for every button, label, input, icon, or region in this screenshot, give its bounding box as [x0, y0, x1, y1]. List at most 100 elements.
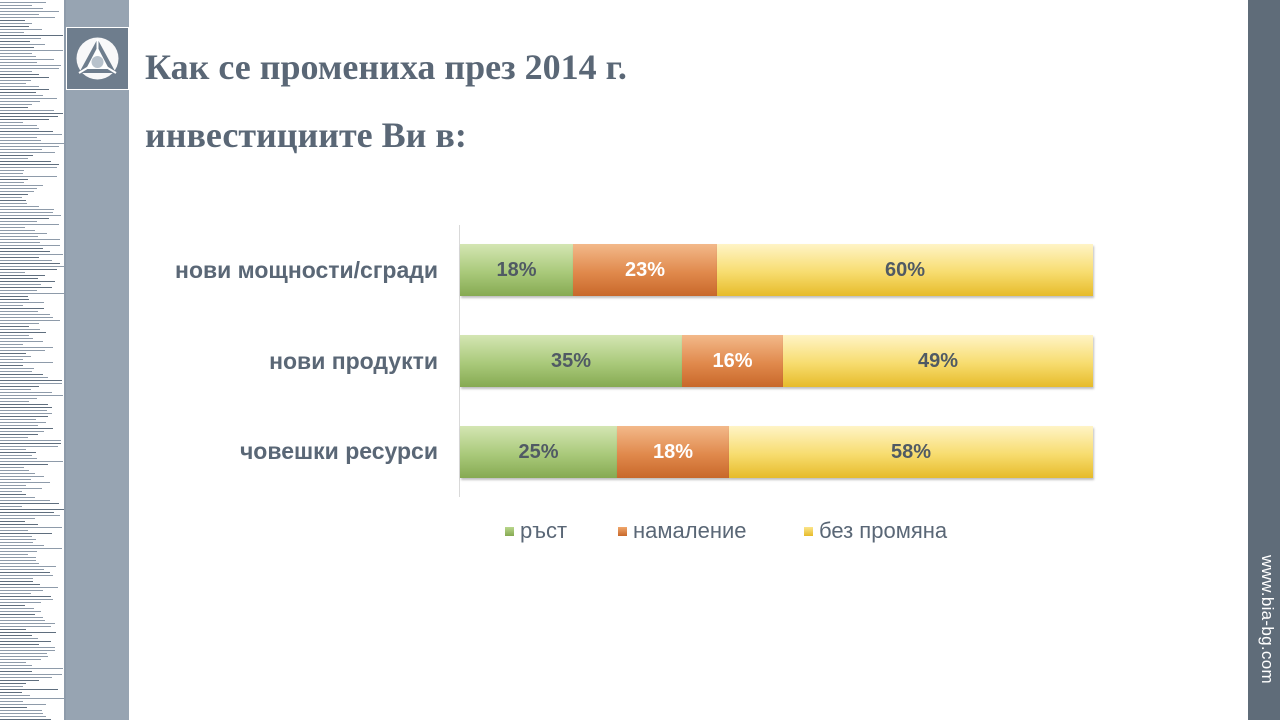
- decorative-line: [0, 434, 38, 436]
- decorative-line: [0, 650, 55, 652]
- decorative-line: [0, 167, 57, 169]
- decorative-line: [0, 104, 32, 106]
- decorative-line: [0, 716, 46, 718]
- decorative-line: [0, 386, 39, 388]
- left-sidebar-panel: [66, 0, 129, 720]
- decorative-line: [0, 455, 32, 457]
- decorative-line: [0, 89, 49, 91]
- decorative-line: [0, 275, 45, 277]
- decorative-line: [0, 674, 62, 676]
- decorative-line: [0, 587, 58, 589]
- decorative-line: [0, 575, 53, 577]
- decorative-line: [0, 203, 27, 205]
- decorative-line: [0, 311, 38, 313]
- decorative-line: [0, 641, 51, 643]
- decorative-line: [0, 509, 64, 511]
- decorative-line: [0, 701, 23, 703]
- legend-item-decrease: намаление: [618, 518, 747, 544]
- decorative-line: [0, 146, 59, 148]
- decorative-line: [0, 191, 34, 193]
- decorative-line: [0, 494, 26, 496]
- right-sidebar-bar: www.bia-bg.com: [1248, 0, 1280, 720]
- decorative-line: [0, 614, 35, 616]
- decorative-line: [0, 572, 50, 574]
- decorative-line: [0, 77, 49, 79]
- decorative-line: [0, 29, 42, 31]
- decorative-line: [0, 287, 52, 289]
- decorative-line: [0, 314, 50, 316]
- decorative-line: [0, 626, 51, 628]
- decorative-line: [0, 410, 47, 412]
- category-axis: [459, 225, 460, 497]
- legend-label: без промяна: [819, 518, 948, 543]
- decorative-line: [0, 257, 39, 259]
- decorative-line: [0, 431, 44, 433]
- decorative-line: [0, 452, 36, 454]
- decorative-line: [0, 530, 28, 532]
- decorative-line: [0, 665, 32, 667]
- decorative-line: [0, 35, 63, 37]
- decorative-line: [0, 539, 36, 541]
- decorative-line: [0, 413, 52, 415]
- decorative-line: [0, 335, 29, 337]
- decorative-line: [0, 374, 43, 376]
- decorative-line: [0, 560, 36, 562]
- decorative-line: [0, 272, 25, 274]
- bar-segment-decrease: 18%: [617, 426, 729, 478]
- decorative-line: [0, 179, 28, 181]
- decorative-line: [0, 65, 61, 67]
- legend-swatch-icon: [804, 526, 813, 536]
- decorative-line: [0, 677, 52, 679]
- decorative-line: [0, 224, 59, 226]
- decorative-line: [0, 164, 59, 166]
- decorative-line: [0, 185, 43, 187]
- decorative-line: [0, 38, 41, 40]
- decorative-line: [0, 233, 47, 235]
- decorative-line: [0, 278, 38, 280]
- decorative-line: [0, 377, 48, 379]
- decorative-line: [0, 662, 26, 664]
- decorative-line: [0, 392, 52, 394]
- decorative-line: [0, 74, 39, 76]
- decorative-line: [0, 131, 53, 133]
- decorative-line: [0, 98, 57, 100]
- decorative-line: [0, 212, 53, 214]
- decorative-line: [0, 602, 41, 604]
- slide-title-line-2: инвестициите Ви в:: [145, 115, 467, 155]
- decorative-line: [0, 473, 35, 475]
- bar-segment-decrease: 23%: [573, 244, 717, 296]
- decorative-line: [0, 269, 57, 271]
- data-label: 58%: [890, 440, 932, 463]
- decorative-line: [0, 545, 44, 547]
- decorative-line: [0, 548, 62, 550]
- decorative-line: [0, 296, 28, 298]
- decorative-line: [0, 698, 64, 700]
- decorative-line: [0, 440, 61, 442]
- decorative-line: [0, 611, 41, 613]
- decorative-line: [0, 569, 44, 571]
- slide-title-line-1: Как се промениха през 2014 г.: [145, 47, 627, 87]
- decorative-line: [0, 194, 28, 196]
- decorative-line: [0, 71, 32, 73]
- sidebar-divider: [64, 0, 66, 720]
- decorative-line: [0, 449, 26, 451]
- decorative-line: [0, 368, 34, 370]
- decorative-line: [0, 521, 25, 523]
- decorative-line: [0, 647, 55, 649]
- decorative-line: [0, 320, 60, 322]
- decorative-line: [0, 485, 26, 487]
- decorative-line: [0, 281, 55, 283]
- decorative-line: [0, 350, 45, 352]
- decorative-line: [0, 152, 55, 154]
- decorative-line: [0, 362, 53, 364]
- chart-legend: ръст намаление без промяна: [0, 518, 1280, 544]
- decorative-line: [0, 638, 38, 640]
- decorative-line: [0, 416, 48, 418]
- decorative-line: [0, 23, 32, 25]
- decorative-line: [0, 197, 22, 199]
- decorative-line: [0, 110, 54, 112]
- decorative-line: [0, 260, 52, 262]
- decorative-line: [0, 578, 33, 580]
- legend-swatch-icon: [618, 526, 627, 536]
- decorative-line: [0, 2, 46, 4]
